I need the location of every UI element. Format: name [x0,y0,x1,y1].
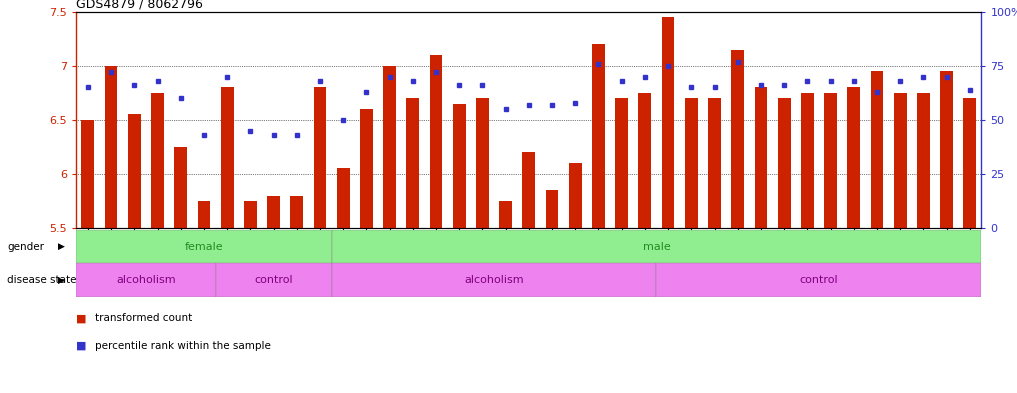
Bar [429,55,442,228]
Bar [313,87,326,228]
Text: female: female [185,242,224,252]
Bar [940,71,953,228]
Bar [407,98,419,228]
Bar [267,195,280,228]
Bar [128,114,140,228]
Bar [684,98,698,228]
Text: ■: ■ [76,313,86,323]
Bar [152,93,164,228]
Text: GDS4879 / 8062796: GDS4879 / 8062796 [76,0,203,11]
Bar [731,50,744,228]
Bar [639,93,651,228]
Bar [244,201,256,228]
Bar [847,87,860,228]
Bar [824,93,837,228]
Bar [592,44,605,228]
Bar [615,98,629,228]
Text: disease state: disease state [7,275,76,285]
Bar [332,263,657,297]
Bar [569,163,582,228]
Bar [657,263,981,297]
Bar [708,98,721,228]
Bar [894,93,906,228]
Text: alcoholism: alcoholism [464,275,524,285]
Bar [778,98,790,228]
Bar [755,87,767,228]
Bar [476,98,489,228]
Bar [81,120,95,228]
Text: percentile rank within the sample: percentile rank within the sample [95,341,271,351]
Text: ▶: ▶ [58,275,65,285]
Text: ▶: ▶ [58,242,65,251]
Bar [216,263,332,297]
Bar [801,93,814,228]
Bar [917,93,930,228]
Bar [105,66,118,228]
Text: ■: ■ [76,341,86,351]
Bar [963,98,976,228]
Bar [291,195,303,228]
Bar [523,152,535,228]
Bar [332,230,981,263]
Bar [337,169,350,228]
Bar [453,104,466,228]
Text: transformed count: transformed count [95,313,192,323]
Bar [499,201,512,228]
Bar [76,230,332,263]
Bar [360,109,373,228]
Text: male: male [643,242,670,252]
Bar [76,263,216,297]
Text: alcoholism: alcoholism [116,275,176,285]
Bar [383,66,396,228]
Bar [871,71,884,228]
Bar [546,190,558,228]
Bar [662,17,674,228]
Text: control: control [254,275,293,285]
Text: gender: gender [7,242,44,252]
Bar [197,201,211,228]
Bar [221,87,234,228]
Bar [174,147,187,228]
Text: control: control [799,275,838,285]
